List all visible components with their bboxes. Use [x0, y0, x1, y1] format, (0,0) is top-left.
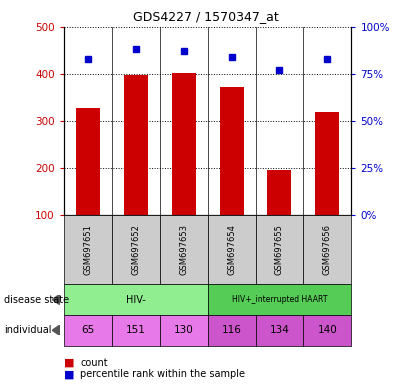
- Text: GSM697654: GSM697654: [227, 224, 236, 275]
- Text: individual: individual: [4, 325, 52, 335]
- Bar: [124, 75, 148, 262]
- Text: GSM697651: GSM697651: [83, 224, 92, 275]
- Polygon shape: [52, 295, 60, 305]
- Text: ■: ■: [64, 358, 74, 368]
- Polygon shape: [52, 325, 60, 335]
- Text: GSM697653: GSM697653: [179, 224, 188, 275]
- Text: 140: 140: [318, 325, 337, 335]
- Text: 116: 116: [222, 325, 242, 335]
- Text: GDS4227 / 1570347_at: GDS4227 / 1570347_at: [133, 10, 278, 23]
- Text: GSM697655: GSM697655: [275, 224, 284, 275]
- Bar: [219, 87, 243, 262]
- Text: HIV+_interrupted HAART: HIV+_interrupted HAART: [232, 295, 327, 304]
- Bar: [315, 113, 339, 262]
- Text: percentile rank within the sample: percentile rank within the sample: [80, 369, 245, 379]
- Bar: [76, 108, 100, 262]
- Text: ■: ■: [64, 369, 74, 379]
- Text: GSM697652: GSM697652: [131, 224, 140, 275]
- Bar: [172, 73, 196, 262]
- Bar: [268, 170, 291, 262]
- Text: 151: 151: [126, 325, 145, 335]
- Text: 130: 130: [174, 325, 194, 335]
- Text: 134: 134: [270, 325, 289, 335]
- Text: GSM697656: GSM697656: [323, 224, 332, 275]
- Text: count: count: [80, 358, 108, 368]
- Text: HIV-: HIV-: [126, 295, 145, 305]
- Text: 65: 65: [81, 325, 94, 335]
- Text: disease state: disease state: [4, 295, 69, 305]
